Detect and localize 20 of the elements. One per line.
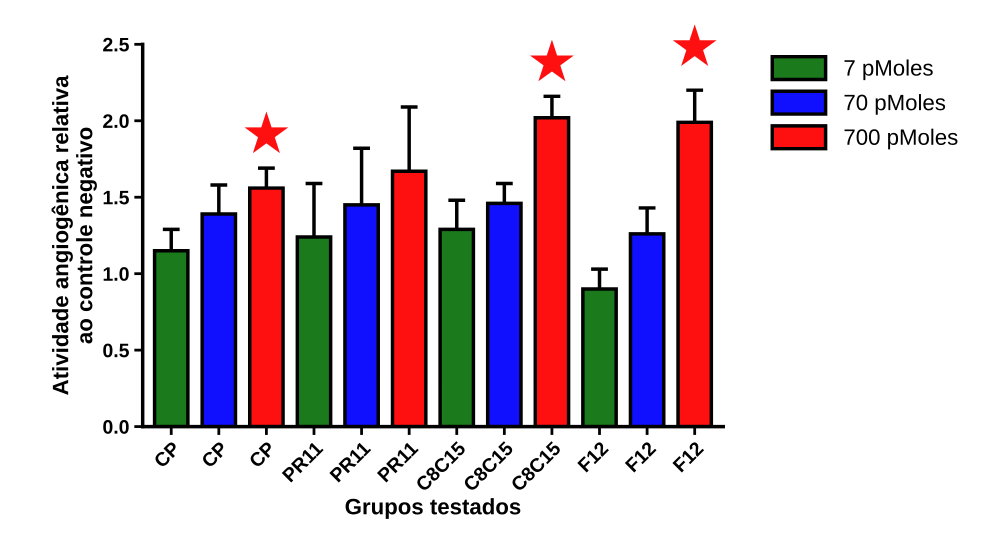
x-tick-label: CP	[200, 440, 228, 468]
y-tick-label: 0.5	[103, 344, 129, 358]
y-tick-label: 1.0	[104, 267, 129, 281]
point	[672, 24, 717, 66]
legend-label: 7 pMoles	[844, 59, 933, 80]
x-tick-label: CP	[153, 440, 181, 468]
x-tick-label: F12	[577, 440, 609, 473]
legend-label: 700 pMoles	[844, 128, 958, 150]
point	[530, 40, 574, 82]
y-tick-label: 2.5	[103, 38, 129, 52]
x-tick-label: CP	[248, 440, 276, 468]
y-tick-label: 0.0	[103, 420, 129, 434]
legend-label: 70 pMoles	[844, 94, 946, 115]
x-tick-label: F12	[624, 440, 657, 473]
y-axis-title: Atividade angiogênica relativa ao controle negativo	[52, 75, 97, 395]
x-axis-title: Grupos testados	[346, 498, 520, 519]
y-tick-label: 1.5	[104, 190, 129, 204]
point	[244, 112, 288, 154]
y-tick-label: 2.0	[103, 114, 129, 128]
x-tick-label: F12	[672, 440, 704, 473]
